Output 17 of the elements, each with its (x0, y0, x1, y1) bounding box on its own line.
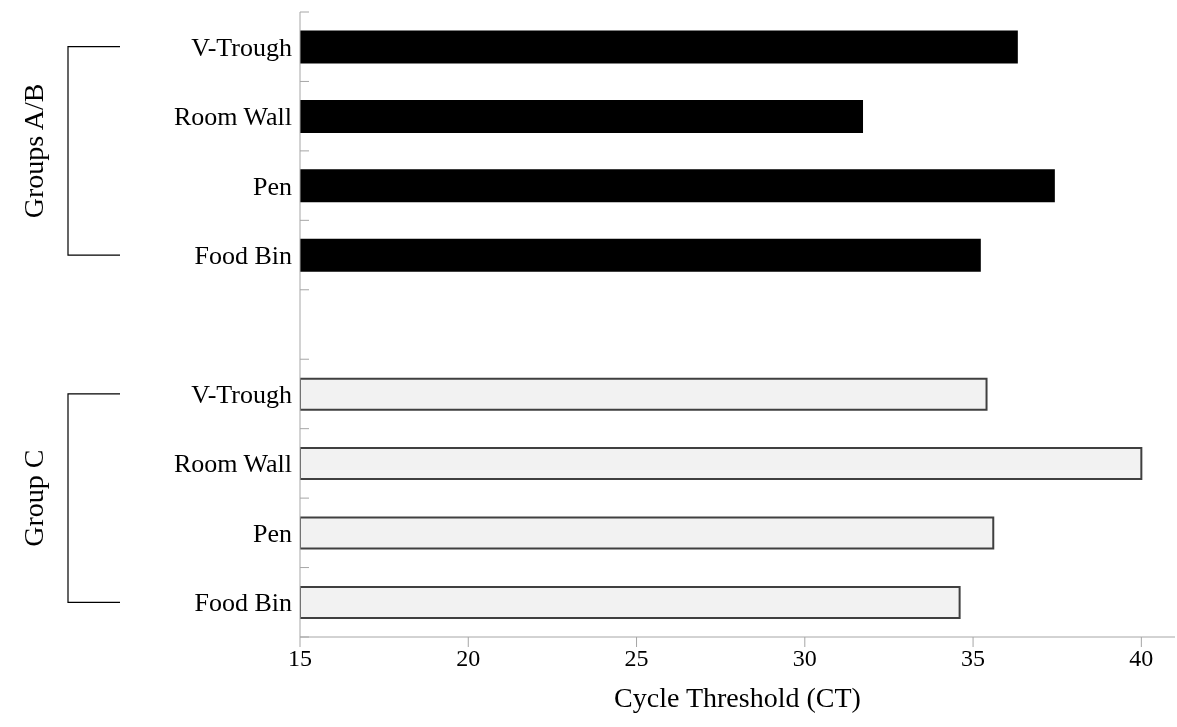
y-tick-label: Food Bin (194, 241, 292, 271)
x-tick-label: 15 (288, 645, 312, 672)
x-tick-label: 40 (1129, 645, 1154, 672)
x-axis-title: Cycle Threshold (CT) (614, 682, 861, 713)
y-tick-label: Room Wall (173, 449, 292, 479)
x-tick-label: 30 (792, 645, 817, 672)
y-tick-label: V-Trough (191, 32, 292, 62)
x-tick-label: 25 (624, 645, 649, 672)
text: Groups A/B (18, 83, 50, 219)
y-tick-label: Pen (253, 518, 292, 548)
y-tick-label: Pen (253, 171, 292, 201)
x-tick-label: 35 (961, 645, 986, 672)
x-tick-label: 20 (456, 645, 481, 672)
y-tick-label: V-Trough (191, 379, 292, 409)
y-tick-label: Room Wall (173, 102, 292, 132)
y-tick-label: Food Bin (194, 588, 292, 618)
text: Group C (18, 449, 50, 547)
